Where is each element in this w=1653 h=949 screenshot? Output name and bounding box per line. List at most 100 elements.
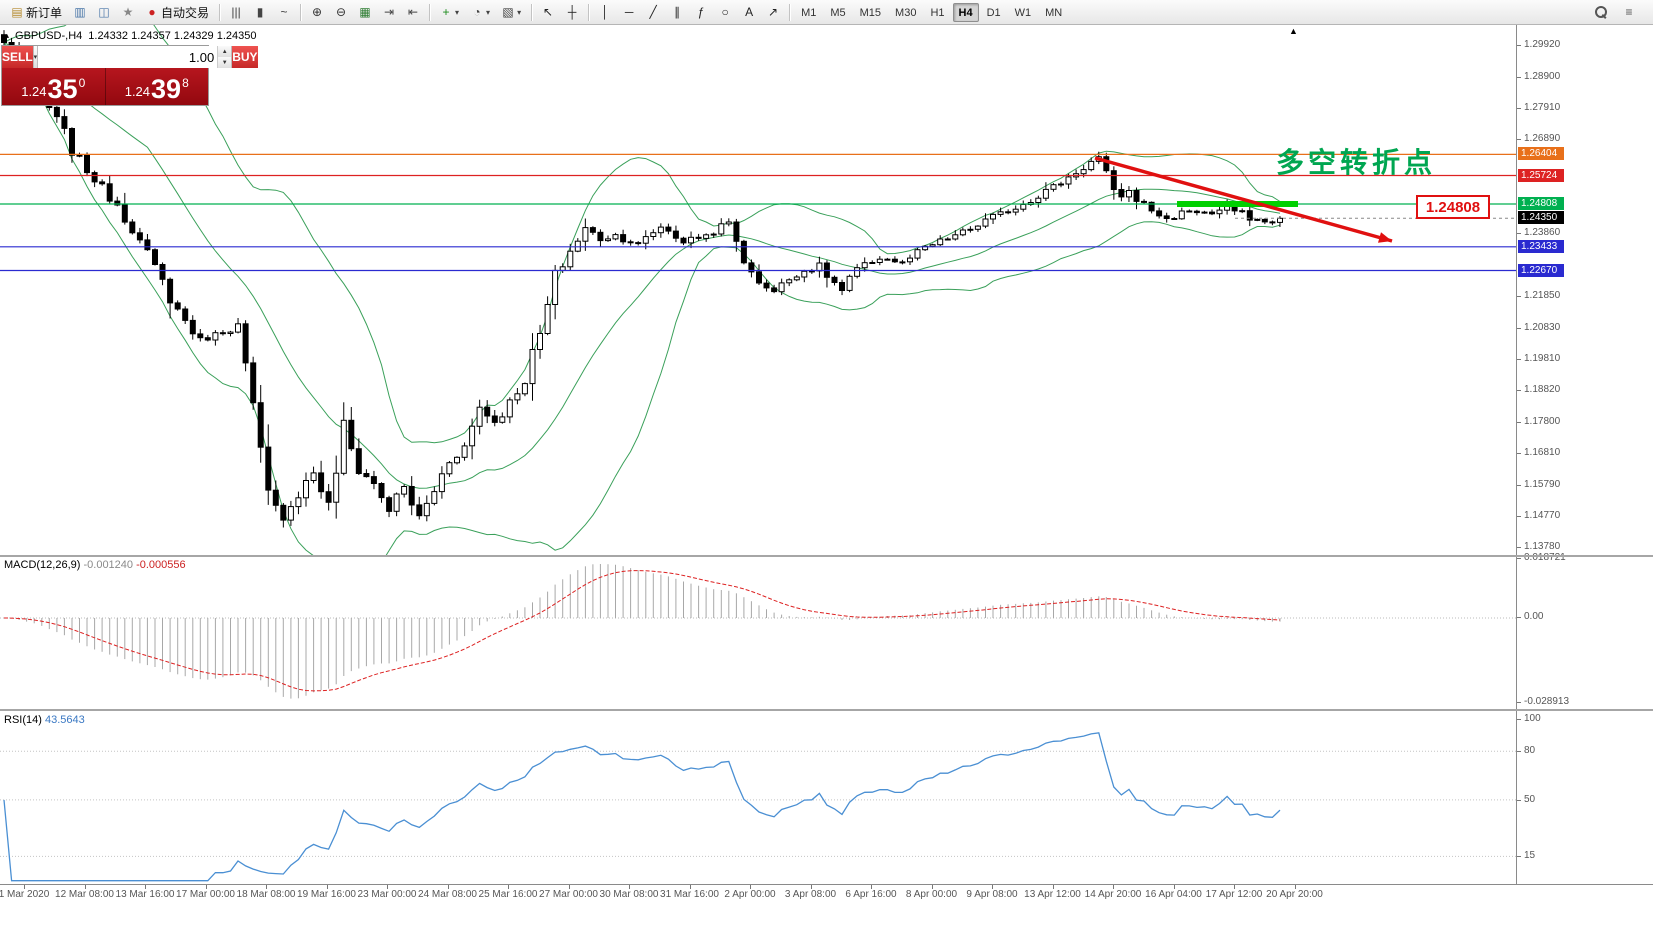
sell-button[interactable]: SELL [2,46,33,68]
channel-button[interactable]: ∥ [666,2,688,22]
volume-down-button[interactable]: ▼ [218,57,232,68]
axis-tick-mark [1517,421,1521,423]
data-window-button[interactable]: ◫ [93,2,115,22]
time-label: 14 Apr 20:00 [1084,889,1142,900]
sell-price[interactable]: 1.24 35 0 [2,68,105,105]
new-order-icon: ▤ [11,5,23,19]
axis-tick-mark [1517,452,1521,454]
tile-windows-button[interactable]: ▦ [354,2,376,22]
axis-tick-mark [1517,516,1521,518]
quick-menu-button[interactable]: ≡ [1618,2,1640,22]
axis-tick-mark [1517,390,1521,392]
shapes-button[interactable]: ○ [714,2,736,22]
fibonacci-button[interactable]: ƒ [690,2,712,22]
periods-button[interactable]: ◔ ▾ [466,2,495,22]
arrows-icon: ↗ [768,5,779,19]
macd-name: MACD(12,26,9) [4,559,81,571]
rsi-panel-separator[interactable] [0,709,1653,711]
time-tick-mark [1113,885,1114,889]
navigator-icon: ★ [122,5,134,19]
bar-chart-button[interactable]: ||| [225,2,247,22]
buy-button[interactable]: BUY [232,46,258,68]
line-chart-button[interactable]: ~ [273,2,295,22]
rsi-axis-50: 50 [1524,793,1536,805]
market-watch-button[interactable]: ▥ [69,2,91,22]
time-tick-mark [447,885,449,889]
candle-chart-button[interactable]: ▮ [249,2,271,22]
volume-input[interactable] [38,46,218,68]
trend-arrow-line[interactable] [1094,156,1393,243]
trendline-button[interactable]: ╱ [642,2,664,22]
timeframe-h4-button[interactable]: H4 [952,2,979,22]
turning-point-annotation: 多空转折点 [1276,146,1437,179]
arrows-button[interactable]: ↗ [762,2,784,22]
time-tick-mark [24,885,25,889]
buy-price-prefix: 1.24 [124,84,151,99]
timeframe-d1-button[interactable]: D1 [986,6,1001,19]
chart-shift-button[interactable]: ⇤ [402,2,424,22]
chevron-down-icon: ▾ [33,54,38,61]
timeframe-mn-button[interactable]: MN [1045,6,1063,19]
cursor-group: ↖ ┼ [534,2,586,22]
trendline-icon: ╱ [649,5,657,19]
candlesticks [1,30,1283,528]
text-button[interactable]: A [738,2,760,22]
buy-price-pip-digit: 8 [182,76,189,90]
buy-price[interactable]: 1.24 39 8 [106,68,209,105]
time-tick-mark [508,885,509,889]
chart-shift-icon: ⇤ [408,5,419,19]
time-tick-mark [689,885,691,889]
time-label: 23 Mar 00:00 [357,889,417,900]
macd-axis-zero: 0.00 [1524,611,1544,622]
zoom-out-button[interactable]: ⊖ [330,2,352,22]
tile-windows-icon: ▦ [359,5,371,19]
time-label: 18 Mar 08:00 [236,889,296,900]
indicators-button[interactable]: + ▾ [435,2,464,22]
sell-price-prefix: 1.24 [21,84,47,99]
main-toolbar: ▤ 新订单 ▥ ◫ ★ ● 自动交易 ||| ▮ ~ ⊕ ⊖ ▦ ⇥ ⇤ + ▾ ◔ ▾ ▧ ▾ ↖ ┼ │ ─ ╱ ∥ ƒ ○ A ↗ M1… [0,0,1653,25]
one-click-toggle-icon[interactable]: ▴ [5,31,10,40]
macd-panel-separator[interactable] [0,555,1653,557]
timeframe-m30-button[interactable]: M30 [895,6,917,19]
zoom-in-button[interactable]: ⊕ [306,2,328,22]
time-tick-mark [205,885,207,889]
time-tick-mark [387,885,388,889]
horizontal-line-button[interactable]: ─ [618,2,640,22]
periods-clock-icon: ◔ [473,5,481,19]
axis-tick-mark [1517,719,1521,720]
axis-tick-mark [1517,45,1521,46]
toolbar-separator [588,3,590,21]
time-label: 31 Mar 16:00 [660,889,719,900]
time-label: 17 Mar 00:00 [176,889,235,900]
axis-tick-mark [1517,702,1521,703]
autotrading-button[interactable]: ● 自动交易 [141,2,214,22]
scroll-up-icon[interactable]: ▲ [1289,26,1298,36]
time-label: 13 Apr 12:00 [1024,889,1081,900]
templates-button[interactable]: ▧ ▾ [497,2,526,22]
cursor-button[interactable]: ↖ [537,2,559,22]
vertical-line-button[interactable]: │ [594,2,616,22]
timeframe-m15-button[interactable]: M15 [859,6,882,19]
sell-price-pip-digit: 0 [78,76,86,90]
templates-icon: ▧ [502,5,514,19]
volume-preset-dropdown[interactable]: ▾ [32,46,39,68]
volume-up-button[interactable]: ▲ [218,46,232,57]
axis-tick-mark [1517,139,1521,141]
cursor-icon: ↖ [543,5,554,19]
price-tick: 1.16810 [1524,446,1561,458]
timeframe-m5-button[interactable]: M5 [830,6,846,19]
price-axis[interactable]: 1.29920 1.28900 1.27910 1.26890 1.23860 1.218… [1516,25,1653,884]
timeframe-w1-button[interactable]: W1 [1014,6,1032,19]
navigator-button[interactable]: ★ [117,2,139,22]
rsi-line [3,732,1281,882]
new-order-button[interactable]: ▤ 新订单 [6,2,67,22]
draw-group: │ ─ ╱ ∥ ƒ ○ A ↗ [591,2,787,22]
timeframe-m1-button[interactable]: M1 [801,6,817,19]
time-axis[interactable]: 1 Mar 2020 12 Mar 08:00 13 Mar 16:00 17 Mar… [0,884,1653,902]
timeframe-h1-button[interactable]: H1 [930,6,945,19]
auto-scroll-button[interactable]: ⇥ [378,2,400,22]
search-button[interactable] [1590,2,1612,22]
crosshair-button[interactable]: ┼ [561,2,583,22]
zoom-in-icon: ⊕ [312,5,323,19]
